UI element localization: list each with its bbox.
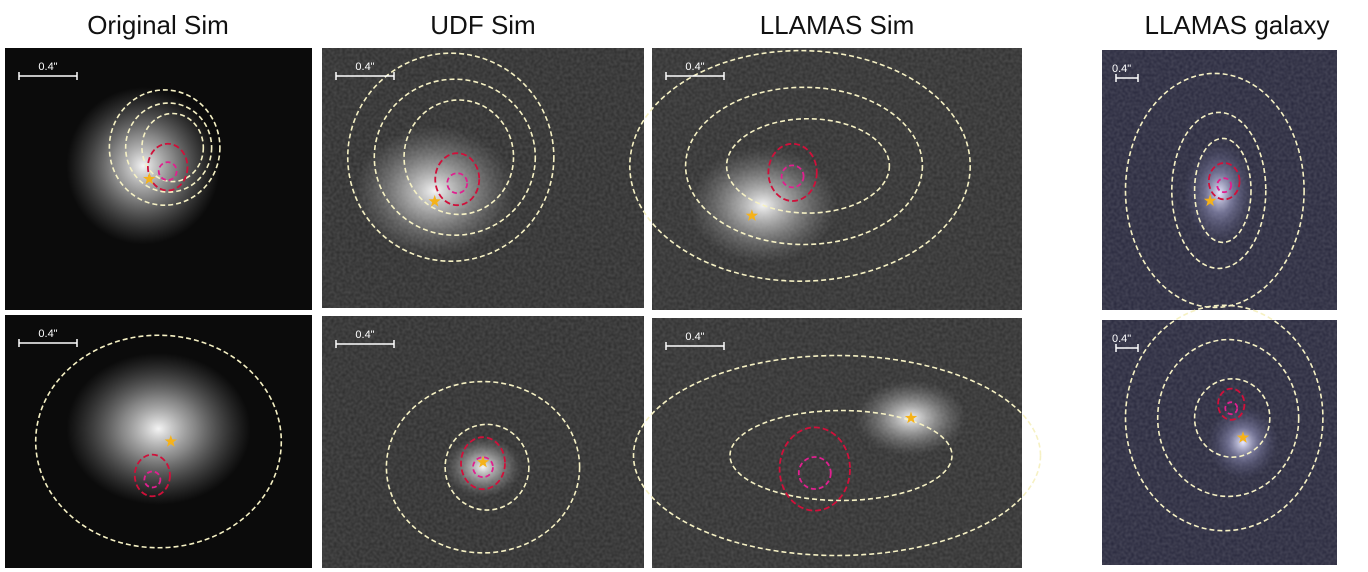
star-marker [1203, 194, 1217, 207]
aperture [1216, 177, 1233, 194]
column-title: LLAMAS Sim [760, 10, 915, 40]
star-marker [745, 209, 759, 221]
scale-label: 0.4" [355, 61, 374, 73]
contour [141, 112, 205, 183]
aperture [780, 164, 805, 189]
galaxy-light [66, 352, 251, 505]
contour [1124, 304, 1324, 532]
galaxy-light [354, 126, 516, 256]
contour [1193, 377, 1271, 458]
red-contour [1207, 162, 1241, 201]
column-title: Original Sim [87, 10, 229, 40]
contour [34, 334, 283, 549]
aperture [157, 161, 178, 182]
contour [725, 117, 891, 214]
scale-label: 0.4" [685, 331, 704, 343]
star-marker [143, 172, 156, 185]
image-panel: 0.4" [322, 316, 644, 568]
scale-label: 0.4" [38, 61, 57, 73]
image-panel: 0.4" [1102, 50, 1337, 310]
scale-label: 0.4" [1112, 63, 1131, 75]
contour [385, 380, 581, 554]
image-panel: 0.4" [628, 48, 1022, 310]
red-contour [133, 453, 171, 498]
scale-label: 0.4" [685, 61, 704, 73]
contour [373, 78, 537, 236]
contour [1124, 72, 1305, 309]
contour [444, 423, 530, 511]
star-marker [904, 411, 918, 424]
contour [1171, 111, 1267, 270]
aperture [797, 456, 832, 490]
contour [403, 99, 515, 216]
contour [684, 86, 924, 246]
red-contour [460, 436, 506, 491]
scale-label: 0.4" [1112, 333, 1131, 345]
aperture [1224, 401, 1239, 416]
contour [1156, 338, 1300, 498]
image-panel: 0.4" [5, 48, 312, 310]
scale-label: 0.4" [355, 329, 374, 341]
image-panel: 0.4" [632, 318, 1042, 568]
contour [108, 89, 221, 206]
contour [1193, 137, 1252, 244]
galaxy-light [66, 87, 220, 245]
star-marker [1236, 431, 1250, 443]
star-marker [476, 455, 490, 468]
red-contour [1217, 387, 1246, 421]
star-marker [428, 194, 441, 207]
aperture [143, 470, 162, 489]
red-contour [147, 142, 189, 192]
contour [632, 354, 1042, 557]
image-panel: 0.4" [5, 315, 312, 568]
aperture [472, 456, 494, 479]
aperture [446, 172, 469, 195]
column-title: UDF Sim [430, 10, 535, 40]
contour [729, 409, 953, 502]
star-marker [164, 435, 177, 447]
red-contour [767, 142, 818, 202]
image-panel: 0.4" [1102, 304, 1337, 565]
scale-label: 0.4" [38, 328, 57, 340]
red-contour [778, 426, 851, 512]
image-panel: 0.4" [322, 48, 644, 308]
galaxy-light [1207, 405, 1279, 480]
contour [346, 52, 555, 262]
panel-noise [652, 318, 1022, 568]
column-title: LLAMAS galaxy [1145, 10, 1330, 40]
contour [628, 49, 971, 282]
galaxy-light [1184, 141, 1255, 245]
red-contour [434, 152, 481, 207]
contour [124, 102, 213, 193]
